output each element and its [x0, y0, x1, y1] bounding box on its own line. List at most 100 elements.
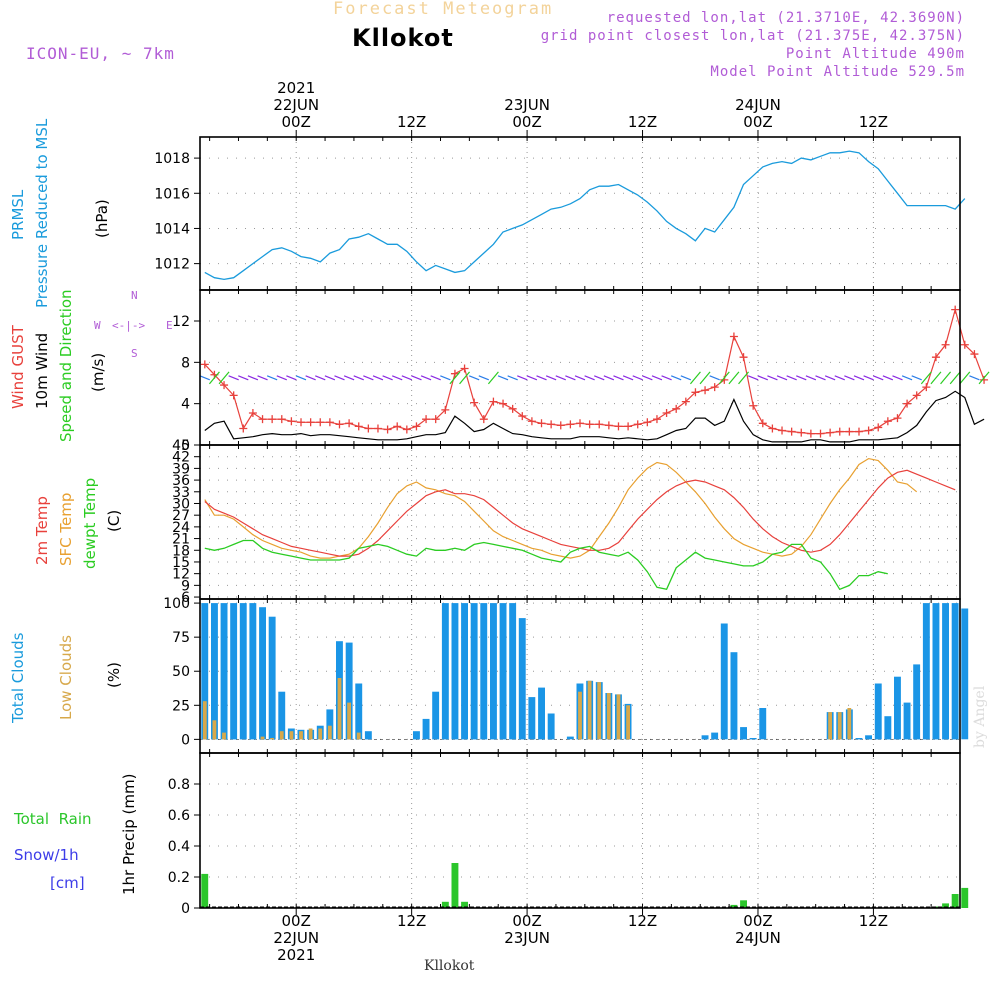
total-cloud-bar: [278, 691, 286, 740]
time-tick-line: 2021: [277, 79, 316, 97]
wind-direction-arrow: [882, 375, 894, 381]
low-cloud-bar: [212, 720, 217, 740]
total-cloud-bar: [326, 709, 334, 740]
wind-direction-arrow: [709, 375, 720, 381]
y-tick-label: 25: [172, 698, 190, 714]
gust-marker: [479, 415, 488, 424]
gust-marker: [681, 397, 690, 406]
time-tick-line: 23JUN: [504, 929, 550, 947]
rain-bar: [461, 901, 468, 908]
total-cloud-bar: [249, 603, 257, 740]
y-tick-label: 9: [181, 578, 190, 594]
gust-marker: [970, 350, 979, 359]
wind-direction-arrow: [218, 371, 230, 385]
wind-direction-arrow: [642, 375, 653, 381]
y-tick-label: 4: [181, 397, 190, 413]
wind-direction-arrow: [699, 371, 711, 385]
total-cloud-bar: [201, 603, 209, 740]
total-cloud-bar: [518, 618, 526, 740]
gust-marker: [729, 332, 738, 341]
rain-bar: [961, 887, 969, 908]
wind-direction-arrow: [228, 375, 239, 381]
wind-direction-arrow: [718, 371, 730, 385]
y-tick-label: 39: [172, 461, 190, 477]
gust-marker: [806, 429, 815, 438]
y-tick-label: 18: [172, 543, 190, 559]
time-tick-line: 2021: [277, 946, 316, 964]
model-label: ICON-EU, ~ 7km: [26, 44, 175, 63]
chart-title: Forecast Meteogram: [333, 0, 554, 19]
y-tick-label: 0: [181, 901, 190, 917]
gust-marker: [912, 391, 921, 400]
gust-marker: [739, 353, 748, 362]
low-cloud-bar: [828, 712, 832, 740]
wind-direction-arrow: [815, 375, 826, 381]
y-tick-label: 12: [172, 567, 190, 583]
gust-marker: [393, 422, 402, 431]
wind-direction-arrow: [401, 375, 413, 381]
gust-marker: [499, 399, 508, 408]
total-cloud-bar: [259, 607, 266, 740]
wind-direction-arrow: [603, 375, 615, 381]
gust-marker: [845, 427, 854, 436]
wind-direction-arrow: [689, 371, 701, 385]
y-tick-label: 0.4: [168, 839, 190, 855]
wind-direction-arrow: [651, 375, 663, 381]
total-cloud-bar: [230, 603, 238, 740]
wind-direction-arrow: [786, 375, 797, 381]
total-cloud-bar: [759, 708, 767, 740]
time-tick-line: 12Z: [627, 113, 658, 131]
wind-direction-arrow: [411, 375, 422, 381]
total-cloud-bar: [922, 603, 930, 740]
panel-frame: [199, 136, 961, 291]
gust-marker: [797, 428, 806, 437]
wind-direction-arrow: [266, 375, 278, 381]
time-tick-line: 24JUN: [735, 96, 781, 114]
gust-marker: [778, 426, 787, 435]
rain-bar: [740, 900, 747, 909]
gust-marker: [576, 419, 584, 428]
y-tick-label: 1018: [154, 151, 190, 167]
gust-marker: [335, 420, 344, 429]
low-cloud-bar: [587, 680, 592, 740]
total-cloud-bar: [211, 603, 218, 740]
low-cloud-bar: [597, 682, 602, 740]
gust-marker: [826, 428, 835, 437]
y-tick-label: 27: [172, 508, 190, 524]
total-cloud-bar: [932, 603, 940, 740]
total-cloud-bar: [451, 603, 459, 740]
gust-marker: [258, 415, 267, 424]
low-cloud-bar: [616, 694, 621, 740]
total-cloud-bar: [913, 664, 921, 740]
wind-direction-arrow: [208, 371, 220, 385]
wind-direction-arrow: [565, 375, 576, 381]
wind-direction-arrow: [286, 375, 297, 381]
time-tick-line: 12Z: [396, 113, 427, 131]
low-cloud-bar: [337, 678, 342, 740]
snow-legend: Snow/1h: [14, 846, 79, 864]
low-cloud-bar: [270, 738, 274, 740]
gust-marker: [672, 404, 681, 413]
total-cloud-bar: [730, 652, 738, 740]
wind-direction-arrow: [978, 371, 990, 385]
wind-direction-arrow: [238, 375, 249, 381]
dewpt-line: [204, 539, 888, 591]
wind-direction-arrow: [343, 375, 355, 381]
y-tick-label: 0.8: [168, 777, 190, 793]
low-cloud-bar: [318, 728, 323, 740]
grid-point-coords: grid point closest lon,lat (21.375E, 42.…: [540, 28, 965, 44]
rain-bar: [942, 903, 949, 908]
compass-e: E: [166, 319, 173, 332]
gust-marker: [316, 418, 325, 427]
gust-marker: [903, 399, 912, 408]
gust-marker: [373, 424, 382, 433]
wind-direction-arrow: [295, 375, 307, 381]
gust-marker: [633, 420, 642, 429]
requested-coords: requested lon,lat (21.3710E, 42.3690N): [606, 10, 965, 26]
gust-marker: [220, 381, 229, 390]
total-cloud-bar: [566, 736, 574, 740]
time-tick-line: 24JUN: [735, 929, 781, 947]
total-cloud-bar: [884, 716, 892, 740]
rain-bar: [730, 904, 738, 908]
